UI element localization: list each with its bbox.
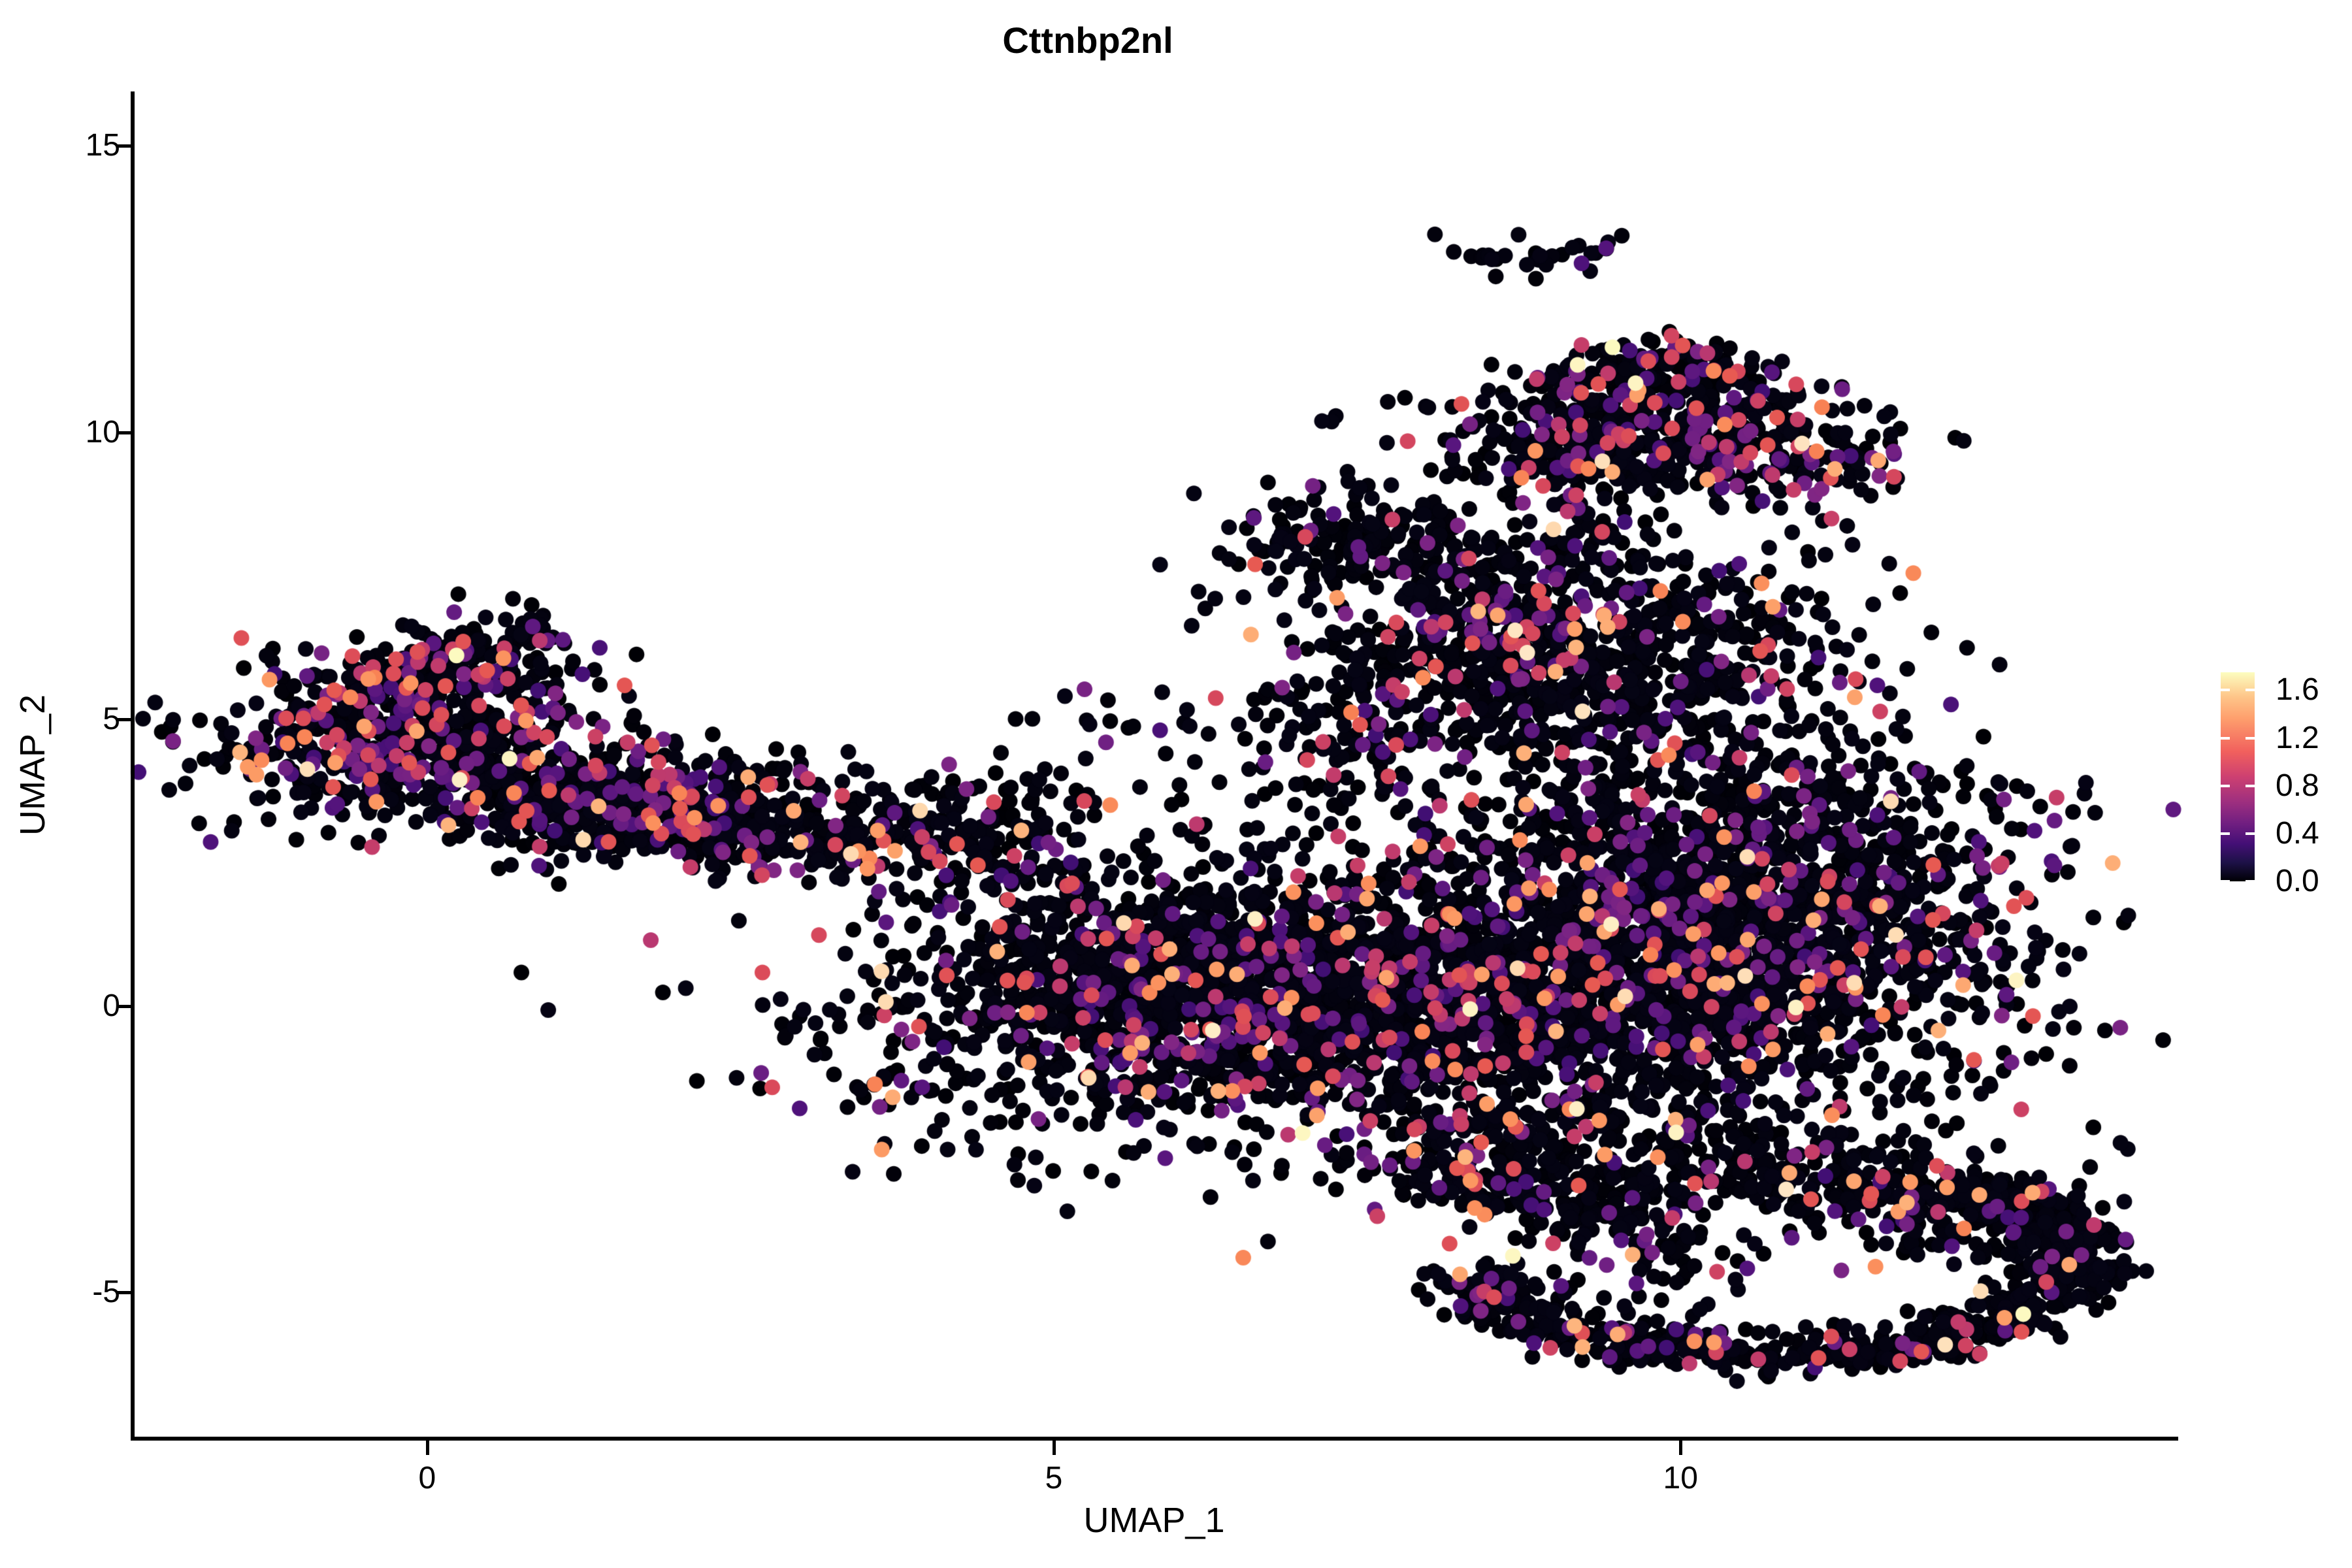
y-tick-mark <box>116 1291 131 1295</box>
legend-colorbar <box>2221 672 2255 881</box>
legend-tick-mark <box>2246 784 2255 787</box>
legend-tick-mark <box>2221 736 2230 740</box>
y-tick-label: 10 <box>85 415 120 450</box>
y-tick-label: -5 <box>92 1275 120 1310</box>
x-tick-label: 5 <box>1045 1461 1063 1495</box>
y-tick-mark <box>116 717 131 721</box>
legend-tick-mark <box>2221 880 2230 883</box>
legend-tick-mark <box>2221 689 2230 692</box>
y-tick-mark <box>116 1004 131 1008</box>
y-axis-title: UMAP_2 <box>13 694 52 836</box>
y-tick-label: 0 <box>103 988 120 1023</box>
legend-tick-label: 0.0 <box>2276 864 2319 898</box>
legend-tick-label: 0.4 <box>2276 815 2319 851</box>
x-tick-label: 0 <box>418 1461 436 1495</box>
x-axis-title: UMAP_1 <box>1083 1501 1225 1540</box>
legend-tick-mark <box>2221 832 2230 835</box>
y-tick-mark <box>116 144 131 148</box>
y-tick-mark <box>116 431 131 435</box>
y-tick-label: 5 <box>103 701 120 736</box>
legend-tick-mark <box>2246 736 2255 740</box>
x-tick-mark <box>1053 1441 1056 1455</box>
x-tick-mark <box>425 1441 429 1455</box>
x-tick-mark <box>1679 1441 1683 1455</box>
legend-tick-label: 1.2 <box>2276 720 2319 755</box>
x-axis-line <box>131 1437 2178 1441</box>
legend-tick-mark <box>2246 880 2255 883</box>
y-tick-label: 15 <box>85 128 120 163</box>
x-tick-label: 10 <box>1663 1461 1698 1495</box>
page-title: Cttnbp2nl <box>1002 20 1173 61</box>
color-legend: 0.0 0.4 0.8 1.2 1.6 <box>2221 672 2351 897</box>
legend-tick-mark <box>2221 784 2230 787</box>
legend-tick-label: 0.8 <box>2276 768 2319 803</box>
plot-panel <box>133 91 2176 1439</box>
legend-tick-mark <box>2246 689 2255 692</box>
y-axis-line <box>131 91 135 1441</box>
legend-tick-label: 1.6 <box>2276 672 2319 708</box>
legend-tick-mark <box>2246 832 2255 835</box>
